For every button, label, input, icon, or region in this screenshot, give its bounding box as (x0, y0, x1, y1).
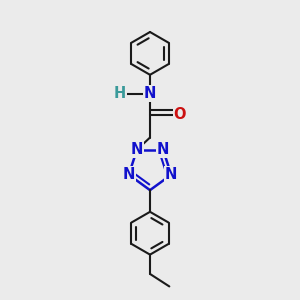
Text: H: H (114, 86, 126, 101)
Text: O: O (173, 107, 186, 122)
Text: N: N (131, 142, 143, 157)
Text: N: N (165, 167, 177, 182)
Text: N: N (144, 86, 156, 101)
Text: N: N (157, 142, 169, 157)
Text: N: N (123, 167, 135, 182)
